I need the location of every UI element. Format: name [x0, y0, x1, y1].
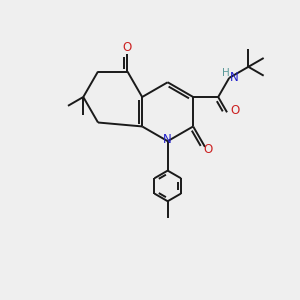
Text: N: N: [230, 71, 239, 84]
Text: O: O: [123, 41, 132, 54]
Text: H: H: [222, 68, 230, 78]
Text: N: N: [163, 133, 172, 146]
Text: O: O: [231, 104, 240, 117]
Text: O: O: [203, 143, 212, 156]
